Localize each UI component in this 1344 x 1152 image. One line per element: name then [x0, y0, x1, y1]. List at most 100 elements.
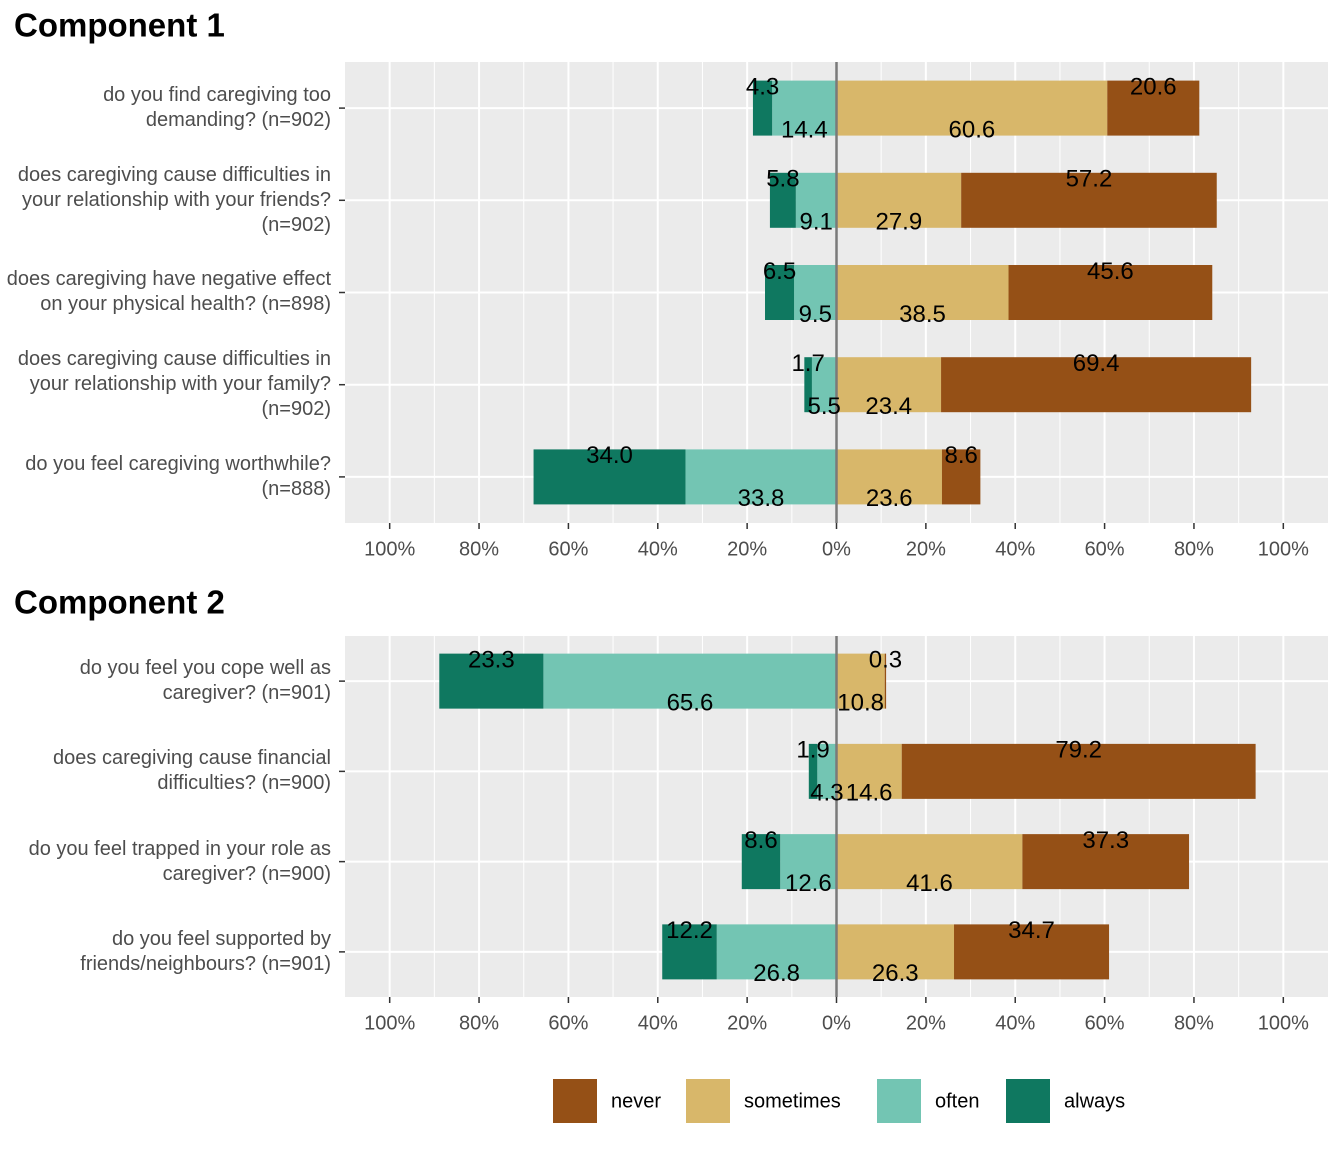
bar-segment — [765, 265, 795, 320]
data-label: 60.6 — [949, 116, 996, 143]
category-label: do you feel trapped in your role as care… — [28, 837, 331, 885]
data-label: 5.8 — [766, 166, 799, 193]
data-label: 27.9 — [875, 209, 922, 236]
data-label: 69.4 — [1073, 350, 1120, 377]
category-label: does caregiving cause difficulties in yo… — [17, 348, 331, 421]
data-label: 33.8 — [738, 485, 785, 512]
legend-key — [1006, 1079, 1050, 1123]
bar-segment — [961, 172, 1217, 228]
bar-segment — [439, 653, 544, 709]
panel-title: Component 1 — [14, 7, 225, 44]
data-label: 12.2 — [666, 917, 713, 944]
bar-segment — [780, 834, 837, 890]
data-label: 34.7 — [1008, 917, 1055, 944]
legend-label: often — [935, 1090, 979, 1112]
data-label: 79.2 — [1055, 737, 1102, 764]
bar-segment — [884, 653, 887, 709]
data-label: 23.3 — [468, 646, 515, 673]
category-label: does caregiving cause financial difficul… — [53, 747, 331, 795]
x-tick-label: 100% — [364, 1012, 415, 1034]
bar-segment — [941, 357, 1252, 413]
x-tick-label: 60% — [1085, 538, 1125, 560]
bar-segment — [772, 80, 837, 136]
x-tick-label: 80% — [459, 538, 499, 560]
bar-segment — [836, 357, 942, 413]
x-tick-label: 20% — [906, 538, 946, 560]
x-tick-label: 0% — [822, 538, 851, 560]
legend-key — [686, 1079, 730, 1123]
category-label: do you feel supported by friends/neighbo… — [80, 927, 331, 975]
data-label: 38.5 — [899, 301, 946, 328]
bar-segment — [836, 653, 885, 709]
bar-segment — [836, 834, 1023, 890]
data-label: 45.6 — [1087, 258, 1134, 285]
x-tick-label: 100% — [364, 538, 415, 560]
bar-segment — [716, 924, 837, 980]
bar-segment — [954, 924, 1110, 980]
bar-segment — [836, 743, 902, 799]
bar-segment — [804, 357, 812, 413]
bar-segment — [1008, 265, 1213, 320]
x-tick-label: 40% — [638, 1012, 678, 1034]
data-label: 23.4 — [865, 393, 912, 420]
bar-segment — [836, 924, 955, 980]
data-label: 1.9 — [796, 737, 829, 764]
x-tick-label: 80% — [1174, 538, 1214, 560]
bar-segment — [836, 172, 962, 228]
data-label: 8.6 — [744, 827, 777, 854]
data-label: 10.8 — [837, 689, 884, 716]
x-tick-label: 40% — [638, 538, 678, 560]
legend-label: never — [611, 1090, 661, 1112]
bar-segment — [901, 743, 1256, 799]
data-label: 34.0 — [586, 442, 633, 469]
bar-segment — [795, 172, 837, 228]
data-label: 4.3 — [810, 780, 843, 807]
data-label: 65.6 — [667, 689, 714, 716]
x-tick-label: 60% — [548, 1012, 588, 1034]
data-label: 0.3 — [869, 646, 902, 673]
data-label: 26.8 — [753, 960, 800, 987]
data-label: 6.5 — [763, 258, 796, 285]
bar-segment — [662, 924, 717, 980]
legend-key — [553, 1079, 597, 1123]
category-label: does caregiving cause difficulties in yo… — [17, 163, 331, 236]
data-label: 14.6 — [846, 780, 893, 807]
x-tick-label: 60% — [1085, 1012, 1125, 1034]
legend-key — [877, 1079, 921, 1123]
bar-segment — [836, 80, 1108, 136]
panel-title: Component 2 — [14, 584, 225, 621]
x-tick-label: 40% — [995, 538, 1035, 560]
bar-segment — [836, 265, 1009, 320]
data-label: 1.7 — [791, 350, 824, 377]
x-tick-label: 0% — [822, 1012, 851, 1034]
data-label: 20.6 — [1130, 73, 1177, 100]
bar-segment — [752, 80, 773, 136]
data-label: 4.3 — [746, 73, 779, 100]
data-label: 5.5 — [808, 393, 841, 420]
data-label: 9.1 — [799, 209, 832, 236]
data-label: 41.6 — [906, 870, 953, 897]
bar-segment — [741, 834, 781, 890]
data-label: 9.5 — [799, 301, 832, 328]
data-label: 26.3 — [872, 960, 919, 987]
bar-segment — [941, 449, 981, 505]
data-label: 37.3 — [1082, 827, 1129, 854]
x-tick-label: 100% — [1258, 1012, 1309, 1034]
x-tick-label: 100% — [1258, 538, 1309, 560]
x-tick-label: 80% — [1174, 1012, 1214, 1034]
data-label: 14.4 — [781, 116, 828, 143]
category-label: does caregiving have negative effect on … — [6, 268, 331, 316]
x-tick-label: 60% — [548, 538, 588, 560]
data-label: 23.6 — [866, 485, 913, 512]
x-tick-label: 80% — [459, 1012, 499, 1034]
x-tick-label: 20% — [727, 538, 767, 560]
x-tick-label: 40% — [995, 1012, 1035, 1034]
category-label: do you find caregiving too demanding? (n… — [103, 84, 331, 132]
bar-segment — [769, 172, 796, 228]
legend-label: always — [1064, 1090, 1125, 1112]
bar-segment — [794, 265, 837, 320]
bar-segment — [836, 449, 942, 505]
bar-segment — [1022, 834, 1190, 890]
